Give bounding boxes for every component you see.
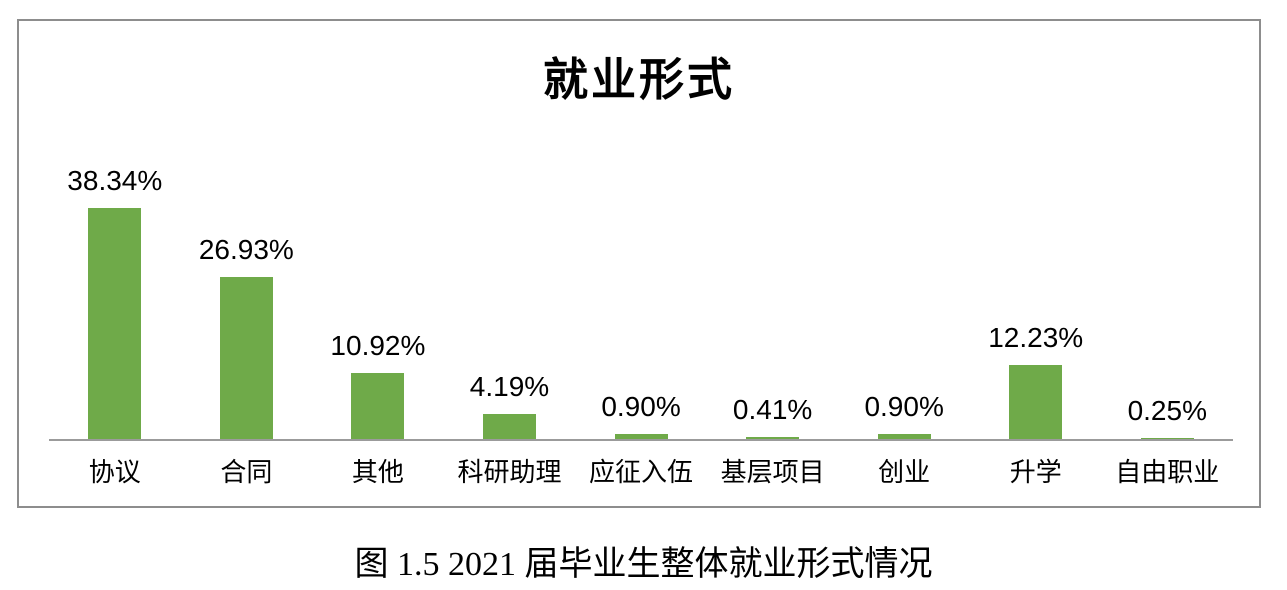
plot-area: 38.34% 26.93% 10.92% 4.19% 0.90% 0.41% 0.90% 12… (49, 21, 1233, 439)
bar-value-label: 4.19% (469, 370, 550, 402)
bar-column: 12.23% (970, 324, 1102, 439)
category-label: 基层项目 (720, 457, 825, 487)
x-axis-line (49, 439, 1233, 441)
bar-value-label: 0.90% (601, 390, 681, 422)
bar-合同 (219, 276, 273, 439)
bar-value-label: 0.90% (864, 390, 944, 422)
category-label: 自由职业 (1115, 457, 1220, 487)
chart-figure: 就业形式 38.34% 26.93% 10.92% 4.19% 0.90% 0.41% 0.… (17, 19, 1261, 508)
category-label: 应征入伍 (589, 457, 694, 487)
bar-column: 0.90% (838, 390, 970, 439)
bar-value-label: 0.41% (732, 393, 813, 425)
category-label: 其他 (351, 457, 404, 487)
bar-column: 10.92% (312, 332, 444, 439)
bar-应征入伍 (614, 433, 668, 439)
bar-column: 4.19% (444, 370, 576, 439)
bar-value-label: 10.92% (330, 330, 426, 362)
bar-column: 0.41% (707, 393, 839, 439)
bar-科研助理 (482, 413, 536, 439)
bar-协议 (88, 208, 142, 439)
bar-升学 (1009, 365, 1063, 439)
bar-自由职业 (1140, 437, 1194, 439)
bar-column: 0.25% (1102, 394, 1234, 439)
chart-title: 就业形式 (542, 54, 735, 105)
category-label: 协议 (88, 457, 141, 487)
bar-创业 (877, 433, 931, 439)
category-label: 科研助理 (457, 457, 562, 487)
bar-value-label: 26.93% (198, 233, 294, 265)
bar-value-label: 38.34% (67, 165, 163, 197)
bar-column: 38.34% (49, 167, 181, 439)
bar-基层项目 (746, 436, 800, 439)
bar-value-label: 0.25% (1127, 394, 1207, 426)
bar-column: 26.93% (181, 233, 313, 439)
bar-value-label: 12.23% (988, 322, 1084, 354)
category-label: 升学 (1009, 457, 1062, 487)
category-label: 创业 (878, 457, 931, 487)
bar-其他 (351, 373, 405, 439)
bar-column: 0.90% (575, 390, 707, 439)
category-axis: 协议 合同 其他 科研助理 应征入伍 基层项目 创业 升学 自由职业 (49, 452, 1233, 489)
category-label: 合同 (220, 457, 273, 487)
figure-caption: 图 1.5 2021 届毕业生整体就业形式情况 (354, 546, 933, 583)
